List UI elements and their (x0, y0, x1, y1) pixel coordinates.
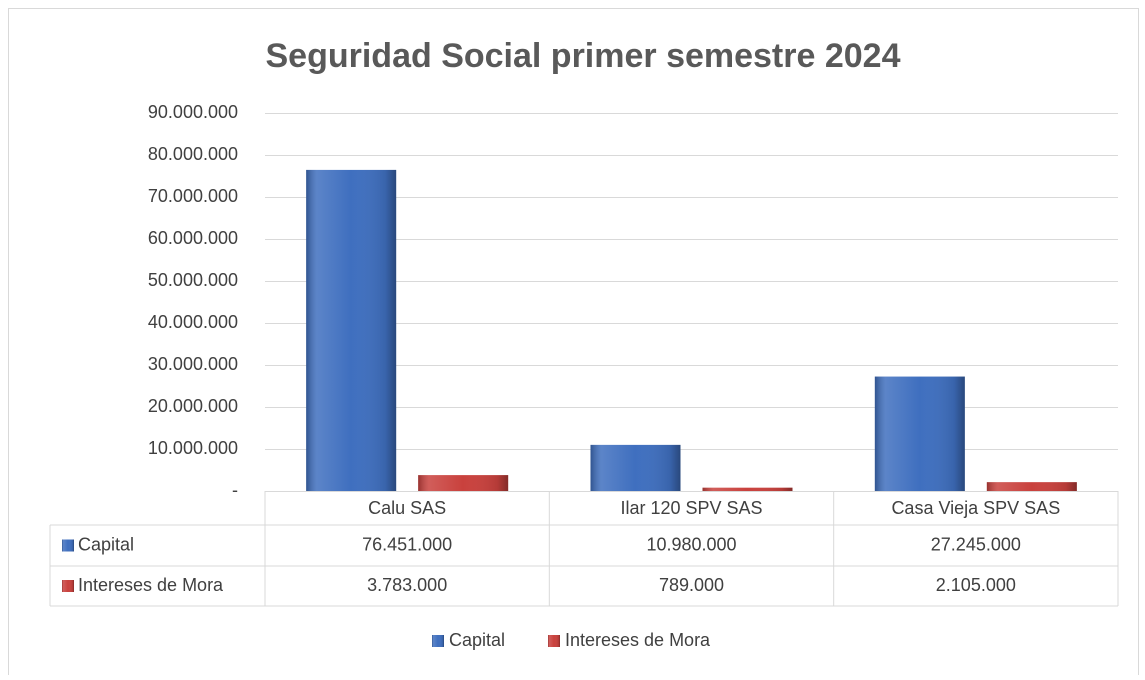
y-tick-label: 50.000.000 (148, 270, 238, 290)
swatch-shade (548, 635, 560, 647)
bar-shade (702, 487, 793, 491)
table-value: 3.783.000 (367, 575, 447, 595)
y-tick-label: 70.000.000 (148, 186, 238, 206)
y-tick-label: 60.000.000 (148, 228, 238, 248)
chart-title: Seguridad Social primer semestre 2024 (266, 37, 901, 75)
table-value: 76.451.000 (362, 534, 452, 554)
table-value: 2.105.000 (936, 575, 1016, 595)
legend-label: Intereses de Mora (565, 630, 711, 650)
bar-shade (590, 444, 681, 491)
table-row-label: Intereses de Mora (78, 575, 224, 595)
y-tick-label: 80.000.000 (148, 144, 238, 164)
bar-shade (986, 482, 1077, 491)
swatch-shade (62, 580, 74, 592)
y-tick-label: 90.000.000 (148, 102, 238, 122)
table-value: 789.000 (659, 575, 724, 595)
swatch-shade (432, 635, 444, 647)
table-value: 27.245.000 (931, 534, 1021, 554)
legend-label: Capital (449, 630, 505, 650)
x-tick-label: Ilar 120 SPV SAS (620, 498, 762, 518)
y-tick-label: 20.000.000 (148, 396, 238, 416)
bar-shade (306, 169, 397, 491)
y-tick-label: 10.000.000 (148, 438, 238, 458)
table-value: 10.980.000 (646, 534, 736, 554)
bar-shade (874, 376, 965, 491)
swatch-shade (62, 539, 74, 552)
y-tick-label: 40.000.000 (148, 312, 238, 332)
chart-frame (8, 8, 1139, 680)
x-tick-label: Casa Vieja SPV SAS (891, 498, 1060, 518)
x-tick-label: Calu SAS (368, 498, 446, 518)
bar-shade (418, 475, 509, 491)
y-tick-label: 30.000.000 (148, 354, 238, 374)
y-tick-label: - (232, 480, 238, 500)
table-row-label: Capital (78, 534, 134, 554)
